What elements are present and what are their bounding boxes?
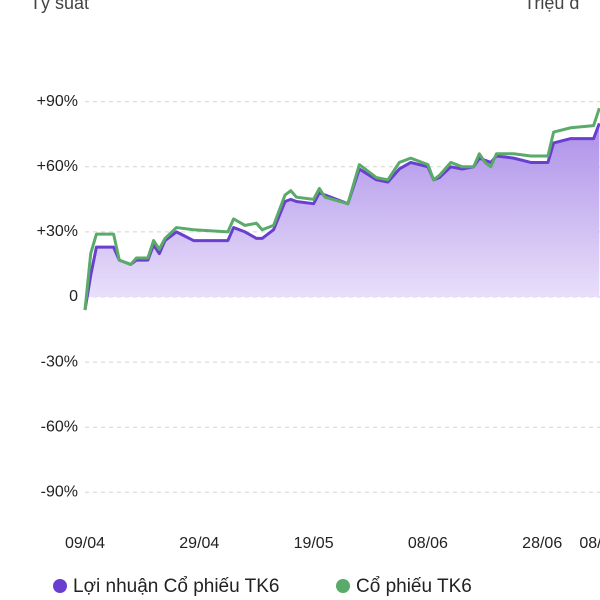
y-tick-label: +90%	[37, 93, 78, 110]
right-axis-title: Triệu đ	[524, 0, 579, 13]
y-tick-label: -90%	[41, 484, 78, 501]
legend-marker	[336, 579, 350, 593]
y-tick-label: -60%	[41, 418, 78, 435]
x-tick-label: 09/04	[65, 535, 105, 552]
legend-label: Lợi nhuận Cổ phiếu TK6	[73, 576, 279, 597]
y-tick-label: 0	[69, 288, 78, 305]
x-tick-label: 08/07	[579, 535, 600, 552]
x-tick-label: 08/06	[408, 535, 448, 552]
x-tick-label: 28/06	[522, 535, 562, 552]
x-tick-label: 19/05	[294, 535, 334, 552]
y-tick-label: -30%	[41, 353, 78, 370]
y-tick-label: +30%	[37, 223, 78, 240]
legend-label: Cổ phiếu TK6	[356, 576, 472, 597]
x-tick-label: 29/04	[179, 535, 219, 552]
line-series	[83, 107, 600, 311]
area-fill	[85, 123, 600, 311]
y-axis-title: Tỷ suất	[30, 0, 89, 13]
y-tick-label: +60%	[37, 158, 78, 175]
legend-marker	[53, 579, 67, 593]
